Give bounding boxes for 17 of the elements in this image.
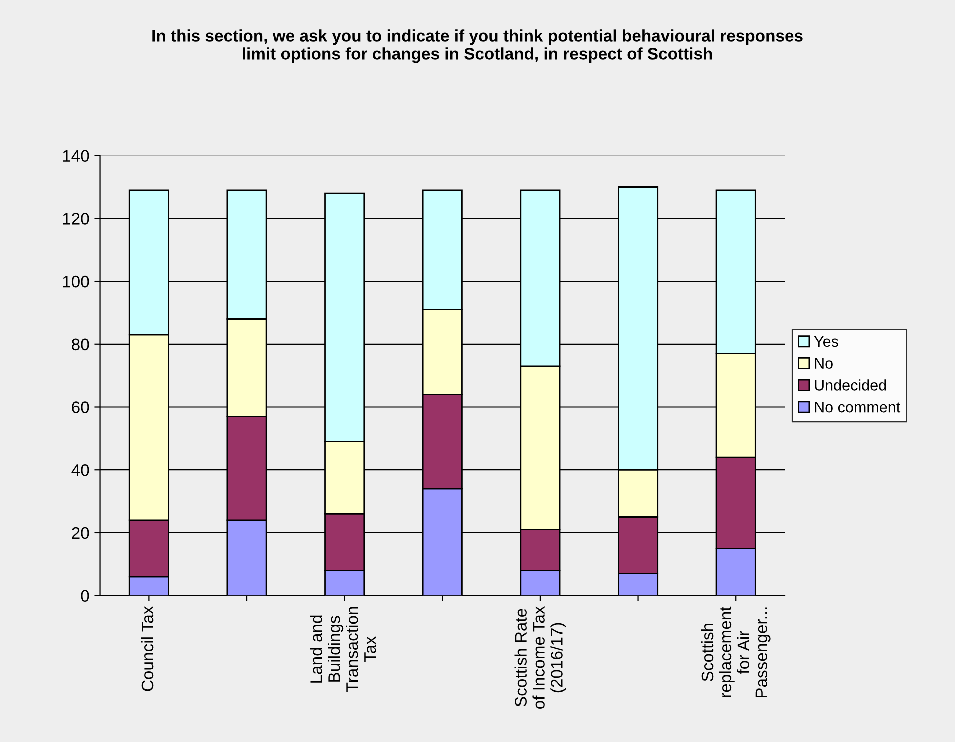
chart-title: In this section, we ask you to indicate if you think potential behavioural responses limit options for changes in Scotland, in respect of Scottish (152, 30, 803, 64)
x-tick-label: Scottish replacement for Air Passenger... (701, 606, 771, 698)
x-tick-label: Scottish Rate of Income Tax (2016/17) (514, 606, 566, 709)
y-tick-label: 60 (72, 402, 90, 414)
legend-label: No comment (815, 402, 901, 413)
legend-label: Undecided (815, 380, 886, 391)
x-tick-label: Land and Buildings Transaction Tax (310, 607, 376, 692)
y-tick-label: 20 (72, 527, 90, 540)
y-tick-label: 0 (81, 590, 90, 602)
legend-label: Yes (814, 336, 838, 348)
y-tick-label: 80 (72, 338, 90, 351)
y-tick-label: 120 (63, 213, 90, 225)
x-tick-label: Council Tax (141, 606, 154, 692)
y-tick-label: 40 (72, 464, 90, 476)
legend-label: No (815, 358, 833, 369)
y-tick-label: 140 (63, 150, 90, 162)
y-tick-label: 100 (63, 276, 90, 288)
